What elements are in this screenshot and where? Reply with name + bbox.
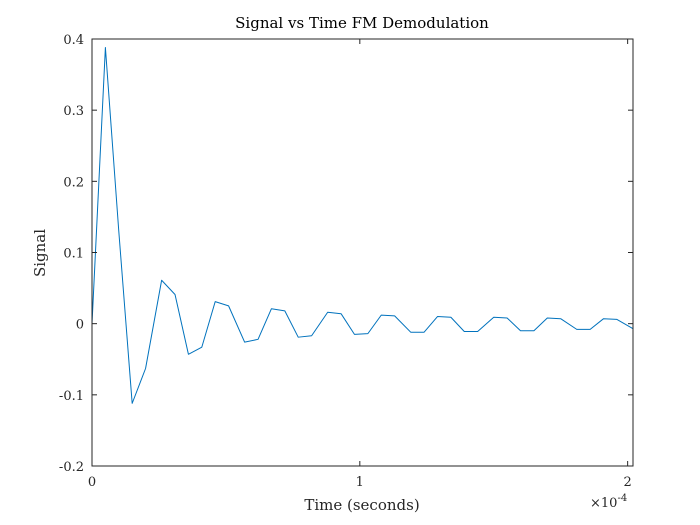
y-tick-label: 0.1 (63, 247, 84, 262)
y-tick-label: -0.2 (59, 460, 84, 475)
y-tick-label: 0.4 (63, 33, 84, 48)
svg-text:×10-4: ×10-4 (590, 493, 627, 511)
x-tick-label: 2 (624, 475, 632, 490)
y-axis-label: Signal (31, 229, 49, 277)
x-exponent-power: -4 (617, 493, 627, 504)
x-tick-layer: 0 1 2 (88, 39, 632, 490)
chart-title: Signal vs Time FM Demodulation (235, 14, 489, 32)
y-tick-label: 0.3 (63, 104, 84, 119)
signal-series-line (91, 47, 634, 404)
x-tick-label: 0 (88, 475, 96, 490)
y-tick-label: 0.2 (63, 175, 84, 190)
x-axis-label: Time (seconds) (304, 496, 419, 514)
axes-box (91, 38, 634, 467)
x-exponent-base: ×10 (590, 496, 617, 511)
y-tick-label: -0.1 (59, 389, 84, 404)
y-tick-label: 0 (76, 318, 84, 333)
plot-line-layer (91, 47, 634, 404)
y-tick-layer: -0.2 -0.1 0 0.1 0.2 0.3 0.4 (59, 33, 633, 475)
x-tick-label: 1 (356, 475, 364, 490)
x-axis-exponent: ×10-4 (590, 493, 627, 511)
